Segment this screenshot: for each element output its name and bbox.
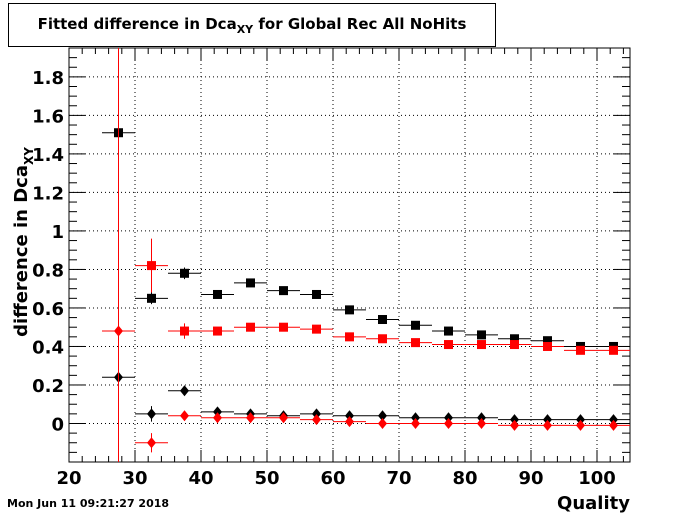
- title-main: Fitted difference in Dca: [37, 15, 237, 33]
- data-point-diamond: [279, 412, 288, 424]
- data-point-square: [279, 322, 288, 332]
- plot-border: [68, 47, 631, 463]
- data-point-square: [609, 345, 618, 355]
- data-point-square: [147, 293, 156, 303]
- y-tick-label: 0.4: [32, 337, 64, 358]
- timestamp: Mon Jun 11 09:21:27 2018: [7, 497, 170, 510]
- data-point-diamond: [576, 414, 585, 426]
- data-point-diamond: [147, 437, 156, 449]
- data-point-diamond: [345, 416, 354, 428]
- data-point-diamond: [180, 385, 189, 397]
- data-point-diamond: [213, 406, 222, 418]
- x-tick-label: 100: [578, 468, 616, 489]
- data-point-diamond: [510, 414, 519, 426]
- plot-frame: [68, 47, 631, 463]
- grid-layer: [69, 48, 630, 462]
- data-point-square: [345, 332, 354, 342]
- data-point-diamond: [609, 419, 618, 431]
- y-tick-label: 1.2: [32, 183, 64, 204]
- x-axis-title: Quality: [557, 493, 630, 514]
- data-point-square: [180, 326, 189, 336]
- y-axis-title: difference in DcaXY: [11, 147, 36, 337]
- data-point-diamond: [477, 412, 486, 424]
- data-point-square: [510, 340, 519, 350]
- data-point-diamond: [246, 412, 255, 424]
- data-point-diamond: [444, 417, 453, 429]
- chart-title: Fitted difference in DcaXY for Global Re…: [9, 15, 495, 36]
- data-point-square: [510, 334, 519, 344]
- y-tick-label: 0.2: [32, 376, 64, 397]
- y-tick-label: 0.6: [32, 299, 64, 320]
- data-point-diamond: [510, 419, 519, 431]
- x-tick-label: 70: [386, 468, 411, 489]
- data-point-diamond: [213, 412, 222, 424]
- data-point-square: [213, 326, 222, 336]
- y-tick-label: 0: [51, 414, 64, 435]
- y-axis-title-subscript: XY: [22, 147, 36, 165]
- data-point-diamond: [411, 417, 420, 429]
- data-series: [102, 48, 630, 462]
- data-point-diamond: [543, 419, 552, 431]
- data-point-square: [411, 320, 420, 330]
- x-tick-label: 90: [518, 468, 543, 489]
- data-point-square: [246, 322, 255, 332]
- data-point-diamond: [147, 408, 156, 420]
- data-point-diamond: [312, 408, 321, 420]
- data-point-diamond: [477, 417, 486, 429]
- data-point-square: [312, 289, 321, 299]
- data-point-diamond: [114, 325, 123, 337]
- x-tick-label: 20: [56, 468, 81, 489]
- data-point-square: [477, 340, 486, 350]
- data-point-square: [444, 326, 453, 336]
- data-point-square: [411, 338, 420, 348]
- data-point-square: [213, 289, 222, 299]
- data-point-square: [345, 305, 354, 315]
- series-1: [135, 238, 630, 355]
- x-tick-label: 80: [452, 468, 477, 489]
- data-point-square: [576, 345, 585, 355]
- data-point-diamond: [180, 410, 189, 422]
- title-subscript: XY: [236, 23, 254, 36]
- data-point-square: [378, 315, 387, 325]
- data-point-square: [543, 336, 552, 346]
- data-point-diamond: [345, 410, 354, 422]
- data-point-diamond: [378, 417, 387, 429]
- y-tick-label: 1.6: [32, 106, 64, 127]
- x-tick-label: 50: [254, 468, 279, 489]
- title-rest: for Global Rec All NoHits: [253, 15, 467, 33]
- data-point-diamond: [378, 410, 387, 422]
- data-point-diamond: [411, 412, 420, 424]
- data-point-square: [147, 261, 156, 271]
- y-tick-label: 0.8: [32, 260, 64, 281]
- y-tick-label: 1: [51, 222, 64, 243]
- data-point-square: [279, 286, 288, 296]
- data-point-square: [378, 334, 387, 344]
- data-point-diamond: [609, 414, 618, 426]
- series-0: [102, 128, 630, 351]
- data-point-square: [312, 324, 321, 334]
- data-point-diamond: [312, 414, 321, 426]
- data-point-diamond: [444, 412, 453, 424]
- data-point-square: [246, 278, 255, 288]
- series-3: [102, 48, 630, 462]
- data-point-square: [477, 330, 486, 340]
- x-tick-label: 60: [320, 468, 345, 489]
- data-point-square: [180, 268, 189, 278]
- x-tick-label: 30: [122, 468, 147, 489]
- data-point-square: [444, 340, 453, 350]
- axis-ticks: 20 30 40 50 60 70 80 90 100 0 0.2 0.4 0.6 0.8 1 1.2 1.4 1…: [32, 47, 630, 489]
- title-box: Fitted difference in DcaXY for Global Re…: [8, 3, 496, 47]
- data-point-diamond: [543, 414, 552, 426]
- y-tick-label: 1.8: [32, 68, 64, 89]
- data-point-square: [543, 341, 552, 351]
- y-tick-label: 1.4: [32, 145, 64, 166]
- x-tick-label: 40: [188, 468, 213, 489]
- y-axis-title-main: difference in Dca: [11, 165, 32, 337]
- data-point-diamond: [576, 419, 585, 431]
